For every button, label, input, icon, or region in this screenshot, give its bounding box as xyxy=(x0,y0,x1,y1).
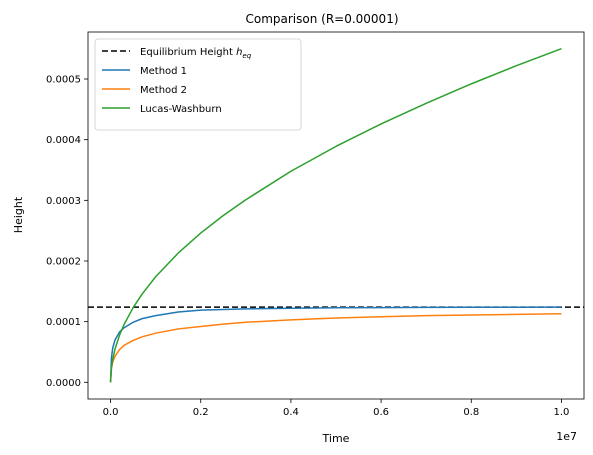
x-tick-label: 1.0 xyxy=(554,407,570,418)
x-tick-label: 0.4 xyxy=(283,407,299,418)
y-tick-label: 0.0005 xyxy=(46,75,81,86)
legend-label: Method 1 xyxy=(140,66,187,77)
y-axis-label: Height xyxy=(12,196,25,233)
x-axis: 0.0 0.2 0.4 0.6 0.8 1.0 xyxy=(103,399,570,418)
x-tick-label: 0.0 xyxy=(103,407,119,418)
legend-label: Lucas-Washburn xyxy=(140,104,222,115)
y-tick-label: 0.0003 xyxy=(46,196,81,207)
x-tick-label: 0.6 xyxy=(373,407,389,418)
x-tick-label: 0.2 xyxy=(193,407,209,418)
x-tick-label: 0.8 xyxy=(463,407,479,418)
y-tick-label: 0.0004 xyxy=(46,135,81,146)
y-tick-label: 0.0002 xyxy=(46,256,81,267)
x-axis-offset-label: 1e7 xyxy=(556,430,577,443)
x-axis-label: Time xyxy=(322,432,350,445)
y-tick-label: 0.0001 xyxy=(46,317,81,328)
y-tick-label: 0.0000 xyxy=(46,378,81,389)
y-axis: 0.0000 0.0001 0.0002 0.0003 0.0004 0.0005 xyxy=(46,75,88,389)
chart-title: Comparison (R=0.00001) xyxy=(245,12,398,26)
legend-label: Method 2 xyxy=(140,85,187,96)
